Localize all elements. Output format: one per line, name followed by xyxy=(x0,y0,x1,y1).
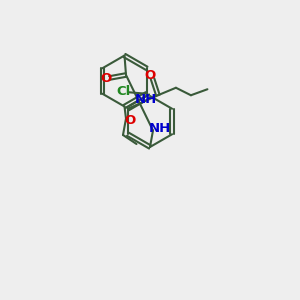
Text: O: O xyxy=(144,69,155,82)
Text: Cl: Cl xyxy=(116,85,130,98)
Text: O: O xyxy=(100,71,112,85)
Text: NH: NH xyxy=(135,93,157,106)
Text: O: O xyxy=(124,114,135,128)
Text: NH: NH xyxy=(148,122,171,136)
